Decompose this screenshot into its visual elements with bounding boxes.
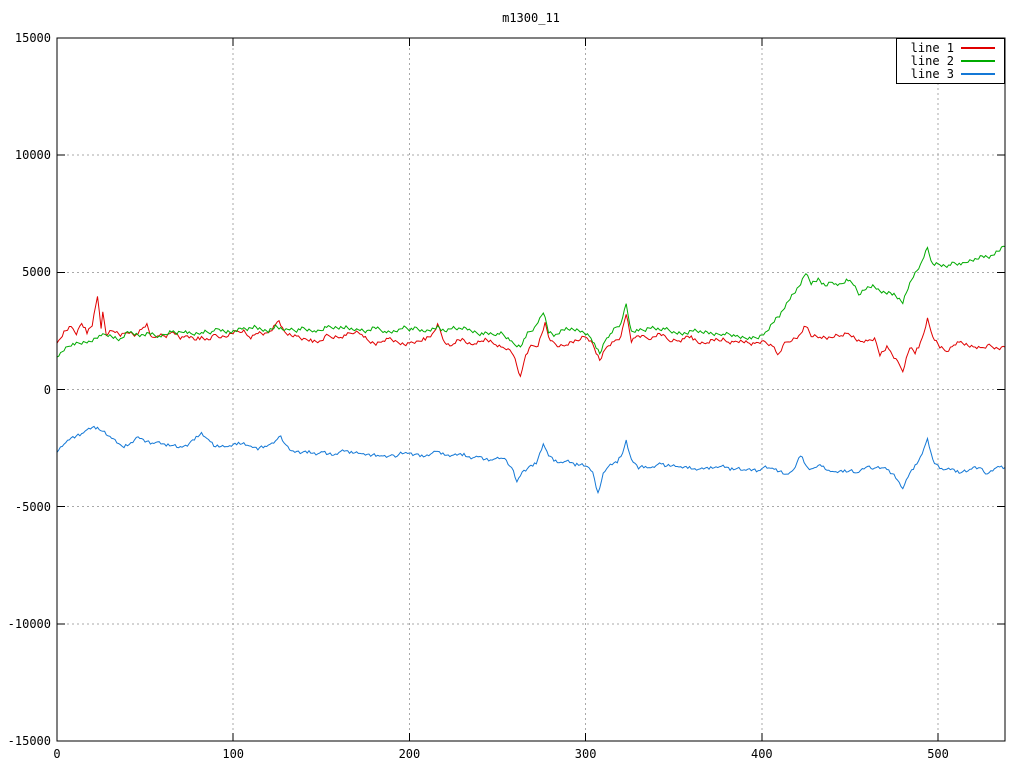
legend-label: line 2 [910, 54, 954, 68]
y-tick-label: -5000 [14, 499, 51, 514]
legend-item: line 3 [897, 68, 1004, 80]
y-tick-label: 5000 [22, 265, 51, 280]
chart-title: m1300_11 [502, 11, 560, 25]
x-tick-label: 300 [574, 747, 597, 761]
x-tick-label: 0 [53, 747, 61, 761]
legend-item: line 1 [897, 42, 1004, 54]
legend: line 1 line 2 line 3 [896, 38, 1005, 84]
series-line-3 [57, 425, 1005, 495]
legend-label: line 1 [910, 41, 954, 55]
legend-line-sample-green [961, 60, 995, 62]
legend-item: line 2 [897, 55, 1004, 67]
x-tick-label: 100 [222, 747, 245, 761]
series-line-1 [57, 296, 1005, 378]
y-tick-label: 0 [43, 382, 51, 397]
series-line-2 [57, 245, 1005, 358]
legend-line-sample-red [961, 47, 995, 49]
x-tick-label: 400 [750, 747, 773, 761]
y-tick-label: 15000 [14, 31, 51, 45]
y-tick-label: 10000 [14, 148, 51, 163]
y-tick-label: -15000 [7, 734, 51, 748]
legend-label: line 3 [910, 67, 954, 81]
legend-line-sample-blue [961, 73, 995, 75]
x-tick-label: 200 [398, 747, 421, 761]
x-tick-label: 500 [927, 747, 949, 761]
y-tick-label: -10000 [7, 616, 51, 631]
